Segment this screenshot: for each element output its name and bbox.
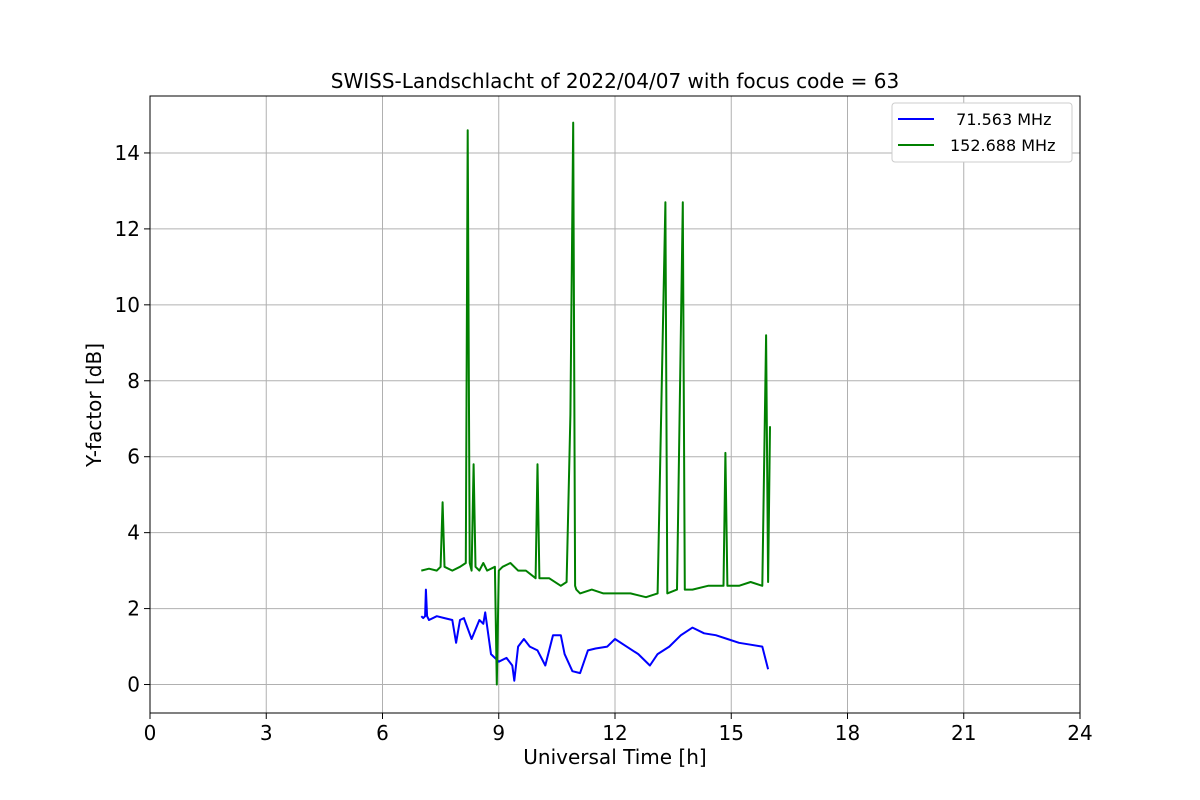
legend-label-series-1: 71.563 MHz [946, 110, 1051, 129]
y-tick-label: 14 [115, 141, 140, 165]
y-tick-label: 10 [115, 293, 140, 317]
y-tick-label: 8 [127, 369, 140, 393]
x-tick-label: 0 [144, 721, 157, 745]
series-line-1 [420, 588, 770, 682]
x-tick-label: 6 [376, 721, 389, 745]
legend: 71.563 MHz 152.688 MHz [891, 102, 1073, 163]
y-tick-label: 4 [127, 521, 140, 545]
x-tick-label: 12 [602, 721, 627, 745]
x-tick-label: 3 [260, 721, 273, 745]
legend-box [891, 102, 1073, 163]
series-line-2 [421, 121, 771, 686]
x-tick-label: 15 [719, 721, 744, 745]
x-tick-label: 18 [835, 721, 860, 745]
y-axis-label: Y-factor [dB] [82, 343, 106, 468]
plot-series [420, 121, 771, 686]
y-tick-label: 2 [127, 597, 140, 621]
y-tick-label: 6 [127, 445, 140, 469]
legend-label-series-2: 152.688 MHz [950, 136, 1055, 155]
x-axis-label: Universal Time [h] [523, 745, 706, 769]
x-tick-label: 24 [1067, 721, 1092, 745]
y-tick-label: 12 [115, 217, 140, 241]
y-tick-label: 0 [127, 673, 140, 697]
x-tick-label: 21 [951, 721, 976, 745]
chart-title: SWISS-Landschlacht of 2022/04/07 with fo… [331, 69, 899, 93]
x-tick-label: 9 [492, 721, 505, 745]
